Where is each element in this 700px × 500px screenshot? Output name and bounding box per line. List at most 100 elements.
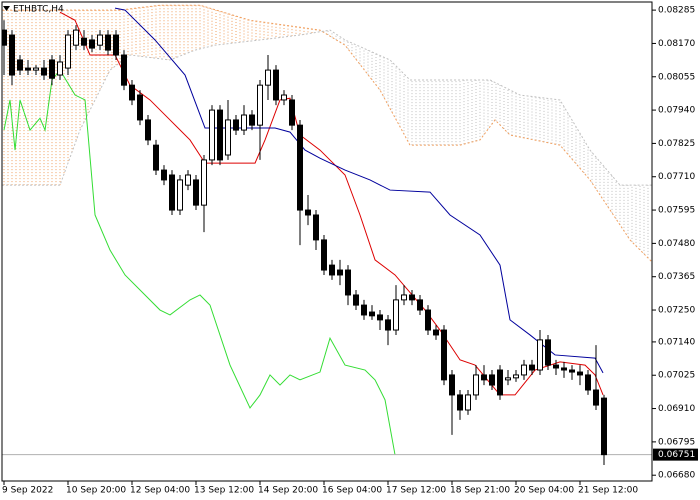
candle-body [9,34,15,76]
candle-body [353,294,359,306]
y-tick-label: 0.07710 [658,172,695,182]
candle-body [161,169,167,181]
candle-body [537,339,543,371]
candle-body [529,364,535,371]
candle-body [465,394,471,411]
chart-title: ETHBTC,H4 [13,5,64,15]
x-tick-label: 14 Sep 20:00 [258,486,318,496]
y-tick-label: 0.07595 [658,206,695,216]
last-price-box [653,448,698,461]
y-tick-label: 0.07250 [658,306,695,316]
candle-body [129,84,135,101]
candle-body [281,94,287,101]
y-tick-label: 0.07940 [658,106,695,116]
last-price-label: 0.06751 [658,450,695,460]
candle-body [25,67,31,71]
x-tick-label: 13 Sep 12:00 [194,486,254,496]
y-tick-label: 0.08055 [658,72,695,82]
candle-body [601,397,607,456]
candle-body [113,34,119,56]
candle-body [345,269,351,296]
x-tick-label: 18 Sep 21:00 [450,486,510,496]
candle-body [289,99,295,126]
candle-body [577,371,583,376]
candle-body [33,67,39,71]
plot-frame [1,1,653,482]
candle-body [233,119,239,131]
candle-body [41,67,47,76]
y-tick-label: 0.07825 [658,139,695,149]
candle-body [169,174,175,211]
candle-body [513,374,519,379]
candle-body [473,374,479,396]
x-tick-label: 20 Sep 04:00 [514,486,574,496]
candle-body [569,369,575,373]
candle-body [593,389,599,406]
candle-body [177,179,183,211]
y-tick-label: 0.08170 [658,39,695,49]
candle-body [273,69,279,101]
x-tick-label: 21 Sep 12:00 [578,486,638,496]
candle-body [369,311,375,317]
candle-body [553,364,559,369]
candle-body [145,119,151,141]
candle-body [73,29,79,46]
candle-body [185,174,191,186]
x-tick-label: 16 Sep 04:00 [322,486,382,496]
candle-body [441,329,447,381]
symbol-menu-icon[interactable] [3,6,10,11]
candle-body [377,314,383,321]
candle-body [361,304,367,316]
candle-body [65,34,71,69]
candle-body [329,264,335,276]
candle-body [2,29,7,46]
candle-body [193,179,199,206]
candle-body [89,39,95,49]
y-tick-label: 0.07025 [658,371,695,381]
y-tick-label: 0.07140 [658,337,695,347]
candle-body [505,377,511,381]
y-tick-label: 0.06795 [658,437,695,447]
axes: 0.08285 0.08170 0.08055 0.07940 0.07825 0.077… [2,6,698,496]
candle-body [561,367,567,371]
indicator-line [3,69,396,456]
candle-body [105,34,111,51]
candle-body [49,59,55,79]
candle-body [393,299,399,331]
x-tick-label: 17 Sep 12:00 [386,486,446,496]
candle-body [409,294,415,301]
x-tick-label: 10 Sep 20:00 [66,486,126,496]
candle-body [313,214,319,241]
candle-body [153,144,159,171]
candle-body [433,329,439,336]
candle-body [521,364,527,376]
candle-body [457,394,463,411]
candle-body [209,109,215,161]
candle-body [385,319,391,331]
candle-body [137,94,143,121]
candle-body [225,119,231,156]
x-tick-label: 12 Sep 04:00 [130,486,190,496]
candle-body [425,309,431,331]
candle-body [497,369,503,396]
indicator-line [114,7,604,374]
candle-body [257,84,263,126]
candle-body [217,109,223,161]
senkou-span-a [2,4,652,263]
candle-body [121,54,127,86]
indicator-line [59,11,604,396]
candle-body [585,374,591,391]
candle-body [81,37,87,46]
candle-body [265,69,271,86]
candle-body [337,269,343,276]
y-tick-label: 0.06680 [658,471,695,481]
y-tick-label: 0.07365 [658,272,695,282]
candle-body [297,124,303,211]
candle-body [489,374,495,386]
candle-body [57,61,63,76]
candle-body [321,239,327,271]
candle-body [417,299,423,311]
candle-body [545,339,551,366]
